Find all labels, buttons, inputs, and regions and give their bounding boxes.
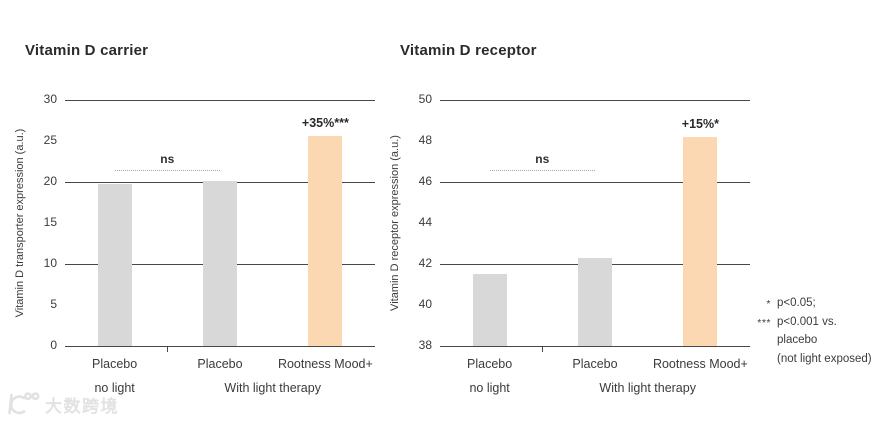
plot-area: Vitamin D transporter expression (a.u.) … <box>14 92 375 395</box>
x-category-label: Placebo <box>92 357 138 371</box>
y-tick-label: 44 <box>418 215 432 229</box>
x-group-label: no light <box>469 381 510 395</box>
x-category-label: Rootness Mood+ <box>277 357 373 371</box>
ns-label: ns <box>535 151 550 166</box>
y-tick-label: 42 <box>418 256 432 270</box>
x-axis-group-tick <box>542 346 544 352</box>
x-group-label: no light <box>94 381 135 395</box>
bar-0 <box>472 274 507 346</box>
x-axis-group-tick <box>167 346 169 352</box>
chart-title: Vitamin D carrier <box>25 42 149 59</box>
y-tick-label: 10 <box>43 256 57 270</box>
legend-row-p005: * p<0.05; <box>753 294 880 313</box>
bar-2 <box>308 136 343 346</box>
legend-row-p0001: *** p<0.001 vs. placebo <box>753 313 880 350</box>
chart-title: Vitamin D receptor <box>400 42 537 59</box>
y-tick-label: 0 <box>50 338 57 352</box>
gridline <box>65 100 375 101</box>
y-tick-label: 30 <box>43 92 57 106</box>
watermark: 大数跨境 <box>5 391 119 417</box>
ns-bracket-line <box>114 169 220 171</box>
legend-text: (not light exposed) <box>777 352 872 365</box>
y-tick-label: 25 <box>43 133 57 147</box>
bar-0 <box>97 184 132 346</box>
x-group-label: With light therapy <box>599 381 696 395</box>
y-tick-label: 20 <box>43 174 57 188</box>
y-tick-label: 46 <box>418 174 432 188</box>
bar-1 <box>203 181 237 346</box>
legend-text: p<0.05; <box>777 297 816 309</box>
y-tick-label: 50 <box>418 92 432 106</box>
x-group-label: With light therapy <box>224 381 321 395</box>
y-tick-label: 40 <box>418 297 432 311</box>
y-tick-label: 48 <box>418 133 432 147</box>
bar-2 <box>683 136 718 346</box>
triple-asterisk-marker: *** <box>757 316 771 329</box>
watermark-logo-icon <box>8 392 40 415</box>
x-category-label: Placebo <box>197 357 243 371</box>
x-category-label: Placebo <box>467 357 513 371</box>
y-tick-label: 38 <box>418 338 432 352</box>
gridline <box>440 100 750 101</box>
x-category-label: Rootness Mood+ <box>652 357 748 371</box>
ns-label: ns <box>160 151 175 166</box>
x-axis-line <box>440 346 750 347</box>
asterisk-marker: * <box>766 298 771 310</box>
watermark-text: 大数跨境 <box>45 396 119 416</box>
bar-1 <box>578 257 612 346</box>
legend-marker-spacer <box>753 350 771 368</box>
legend-row-continuation: (not light exposed) <box>753 350 880 368</box>
y-tick-label: 15 <box>43 215 57 229</box>
chart-vitamin-d-carrier: Vitamin D carrier Vitamin D transporter … <box>14 40 397 412</box>
x-category-label: Placebo <box>572 357 618 371</box>
significance-increase-label: +35%*** <box>301 116 349 131</box>
y-tick-label: 5 <box>50 297 57 311</box>
x-axis-line <box>65 346 375 347</box>
gridline <box>440 182 750 183</box>
significance-legend: * p<0.05; *** p<0.001 vs. placebo (not l… <box>753 294 880 368</box>
legend-text: p<0.001 vs. placebo <box>777 315 837 347</box>
plot-area: Vitamin D receptor expression (a.u.) 38 4… <box>389 92 750 395</box>
ns-bracket-line <box>489 169 595 171</box>
significance-increase-label: +15%* <box>681 116 719 131</box>
chart-vitamin-d-receptor: Vitamin D receptor Vitamin D receptor ex… <box>389 40 772 412</box>
